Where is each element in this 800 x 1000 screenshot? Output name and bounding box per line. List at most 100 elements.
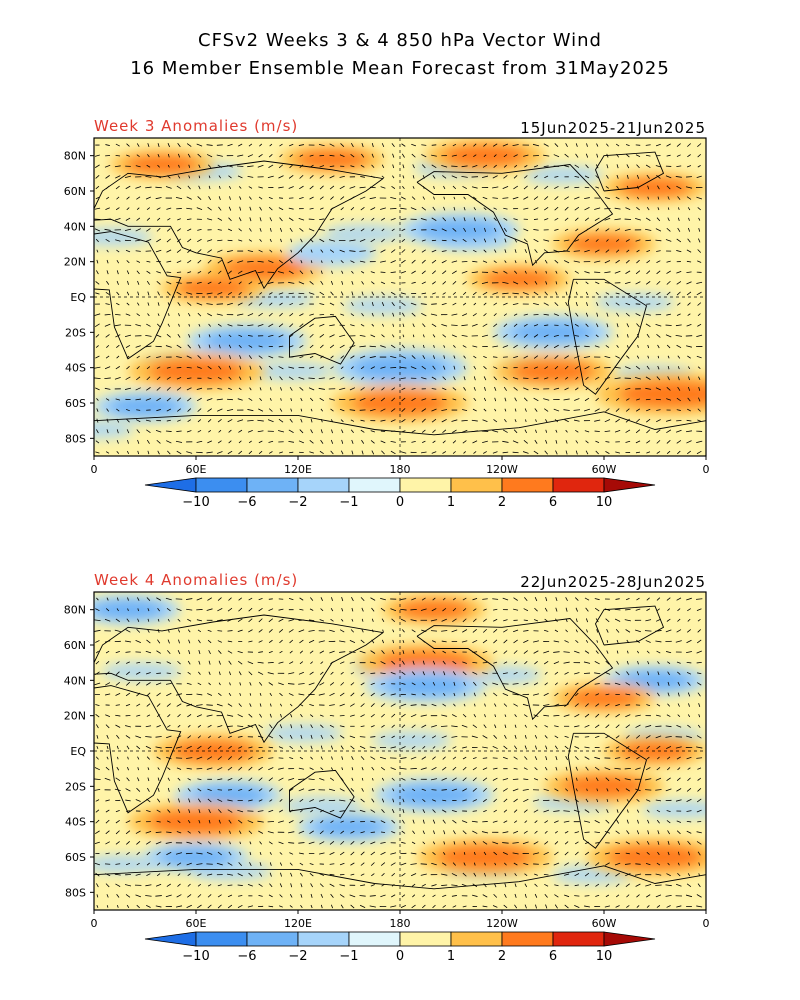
lat-tick-label: 60N [64, 639, 86, 652]
wind-vector [216, 144, 223, 146]
wind-vector [615, 398, 620, 401]
wind-vector [443, 692, 446, 696]
wind-vector [298, 778, 305, 780]
wind-vector [595, 397, 600, 402]
wind-vector [421, 377, 427, 380]
wind-vector [268, 777, 274, 782]
weak-anomaly-region [642, 800, 706, 819]
wind-vector [339, 154, 345, 157]
wind-vector [411, 883, 416, 887]
wind-vector [564, 745, 569, 750]
wind-vector [259, 376, 262, 381]
wind-vector [504, 408, 507, 412]
wind-vector [237, 873, 243, 877]
wind-vector [584, 862, 590, 866]
wind-vector [238, 746, 243, 749]
wind-vector [410, 366, 417, 370]
wind-vector [370, 851, 376, 856]
wind-vector [482, 735, 488, 739]
wind-vector [145, 745, 152, 750]
wind-vector [390, 260, 396, 264]
wind-vector [615, 830, 620, 835]
wind-vector [390, 344, 396, 349]
wind-vector [574, 884, 579, 887]
wind-vector [155, 831, 162, 833]
wind-vector [645, 164, 651, 168]
wind-vector [431, 884, 437, 887]
wind-vector [605, 387, 610, 391]
wind-vector [105, 144, 110, 146]
wind-vector [361, 450, 364, 455]
wind-vector [563, 810, 570, 812]
wind-vector [585, 703, 589, 707]
wind-vector [473, 217, 476, 222]
wind-vector [655, 894, 662, 898]
wind-vector [390, 852, 397, 855]
wind-vector [137, 767, 139, 771]
wind-vector [279, 883, 283, 888]
wind-vector [318, 228, 325, 231]
wind-vector [392, 334, 395, 338]
wind-vector [564, 196, 569, 200]
coastline [289, 769, 355, 819]
wind-vector [371, 788, 374, 792]
wind-vector [187, 397, 192, 402]
colorbar-label: 1 [447, 495, 455, 510]
wind-vector [523, 714, 528, 718]
wind-vector [606, 239, 609, 242]
wind-vector [197, 841, 202, 845]
wind-vector [166, 703, 171, 707]
wind-vector [473, 302, 477, 306]
wind-vector [186, 218, 192, 221]
wind-vector [319, 777, 325, 781]
anomaly-region-core [94, 599, 165, 620]
wind-vector [391, 185, 396, 189]
wind-vector [290, 249, 292, 253]
wind-vector [309, 451, 314, 454]
wind-vector [157, 798, 161, 803]
wind-vector [594, 260, 601, 263]
wind-vector [493, 302, 498, 306]
wind-vector [166, 260, 172, 263]
wind-vector [594, 683, 600, 685]
wind-vector [686, 196, 692, 200]
wind-vector [564, 153, 569, 158]
wind-vector [645, 239, 652, 242]
wind-vector [646, 608, 651, 611]
wind-vector [218, 819, 221, 824]
wind-vector [411, 153, 416, 158]
wind-vector [197, 281, 202, 284]
colorbar-swatch [246, 931, 299, 947]
wind-vector [431, 154, 437, 157]
wind-vector [606, 640, 609, 643]
wind-vector [166, 334, 171, 338]
wind-vector [462, 777, 467, 782]
wind-vector [514, 883, 517, 888]
wind-vector [249, 693, 252, 696]
wind-vector [269, 703, 272, 707]
wind-vector [259, 862, 262, 866]
wind-vector [422, 894, 426, 898]
wind-vector [360, 366, 365, 370]
wind-vector [340, 260, 344, 264]
wind-vector [198, 650, 201, 655]
wind-vector [400, 904, 407, 908]
wind-vector [156, 661, 161, 664]
wind-vector [430, 778, 438, 781]
wind-vector [595, 894, 600, 897]
wind-vector [156, 323, 161, 327]
wind-vector [502, 778, 509, 781]
wind-vector [667, 376, 670, 381]
weak-anomaly-region [371, 731, 452, 750]
wind-vector [687, 618, 691, 622]
wind-vector [647, 185, 650, 190]
wind-vector [472, 345, 478, 348]
wind-vector [330, 820, 334, 824]
wind-vector [493, 217, 497, 221]
wind-vector [575, 692, 579, 697]
wind-vector [238, 334, 243, 338]
wind-vector [370, 884, 375, 887]
wind-vector [259, 851, 262, 855]
wind-vector [615, 841, 620, 844]
wind-vector [391, 809, 395, 814]
